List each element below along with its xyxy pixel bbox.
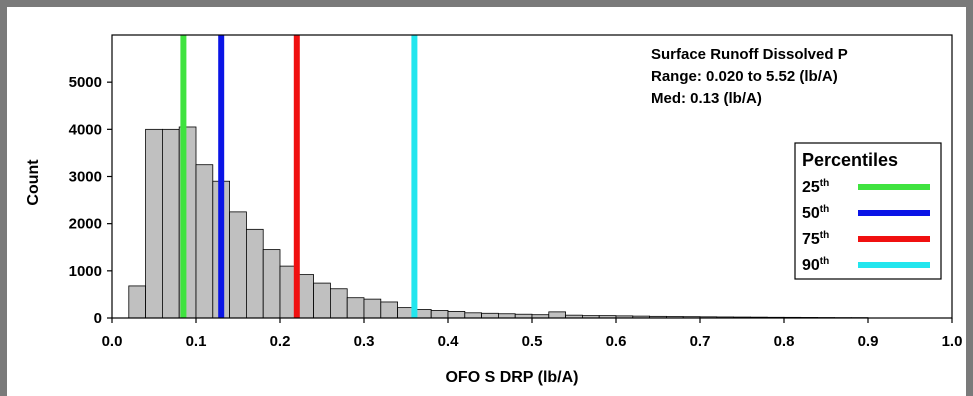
histogram-bar [548,311,566,319]
annotation-box: Surface Runoff Dissolved P Range: 0.020 … [651,46,848,107]
x-tick-label: 0.6 [606,333,627,350]
annotation-median: Med: 0.13 (lb/A) [651,90,762,107]
histogram-bar [430,310,449,319]
legend-title: Percentiles [802,150,898,170]
x-tick-label: 0.5 [522,333,543,350]
histogram-bar [161,128,180,319]
x-tick-label: 0.4 [438,333,460,350]
legend-label-suffix: th [820,178,829,189]
histogram-bar [380,301,398,319]
y-tick-label: 1000 [69,263,102,280]
histogram-bar [245,228,264,319]
histogram-bar [128,285,147,319]
histogram-bar [329,288,348,319]
histogram-bar [195,164,214,319]
x-tick-label: 0.8 [774,333,795,350]
x-tick-label: 0.9 [858,333,879,350]
x-tick-label: 0.2 [270,333,291,350]
x-tick-label: 1.0 [942,333,963,350]
x-tick-label: 0.0 [102,333,123,350]
legend-label-suffix: th [820,230,829,241]
x-tick-label: 0.3 [354,333,375,350]
x-axis-label: OFO S DRP (lb/A) [445,369,578,386]
y-tick-label: 2000 [69,216,102,233]
legend-label-suffix: th [820,256,829,267]
bars-layer [128,126,869,319]
histogram-bar [145,128,163,319]
annotation-range: Range: 0.020 to 5.52 (lb/A) [651,68,838,85]
histogram-bar [346,297,365,319]
histogram-bar [229,211,247,319]
histogram-bar [313,282,331,319]
y-tick-label: 5000 [69,74,102,91]
y-tick-label: 4000 [69,121,102,138]
histogram-bar [464,312,482,319]
y-tick-label: 3000 [69,169,102,186]
histogram-bar [481,312,499,319]
annotation-title: Surface Runoff Dissolved P [651,46,848,63]
histogram-bar [363,298,382,319]
x-tick-label: 0.7 [690,333,711,350]
histogram-bar [497,313,516,319]
percentile-lines-layer [180,35,418,318]
y-axis-label: Count [25,159,42,206]
ticks-layer: 0.0 0.1 0.2 0.3 0.4 0.5 0.6 0.7 0.8 0.9 1.0 0 1000 20… [69,74,963,350]
histogram-bar [447,310,466,319]
x-tick-label: 0.1 [186,333,207,350]
y-tick-label: 0 [94,310,102,327]
histogram-bar [262,249,281,319]
legend-label-suffix: th [820,204,829,215]
